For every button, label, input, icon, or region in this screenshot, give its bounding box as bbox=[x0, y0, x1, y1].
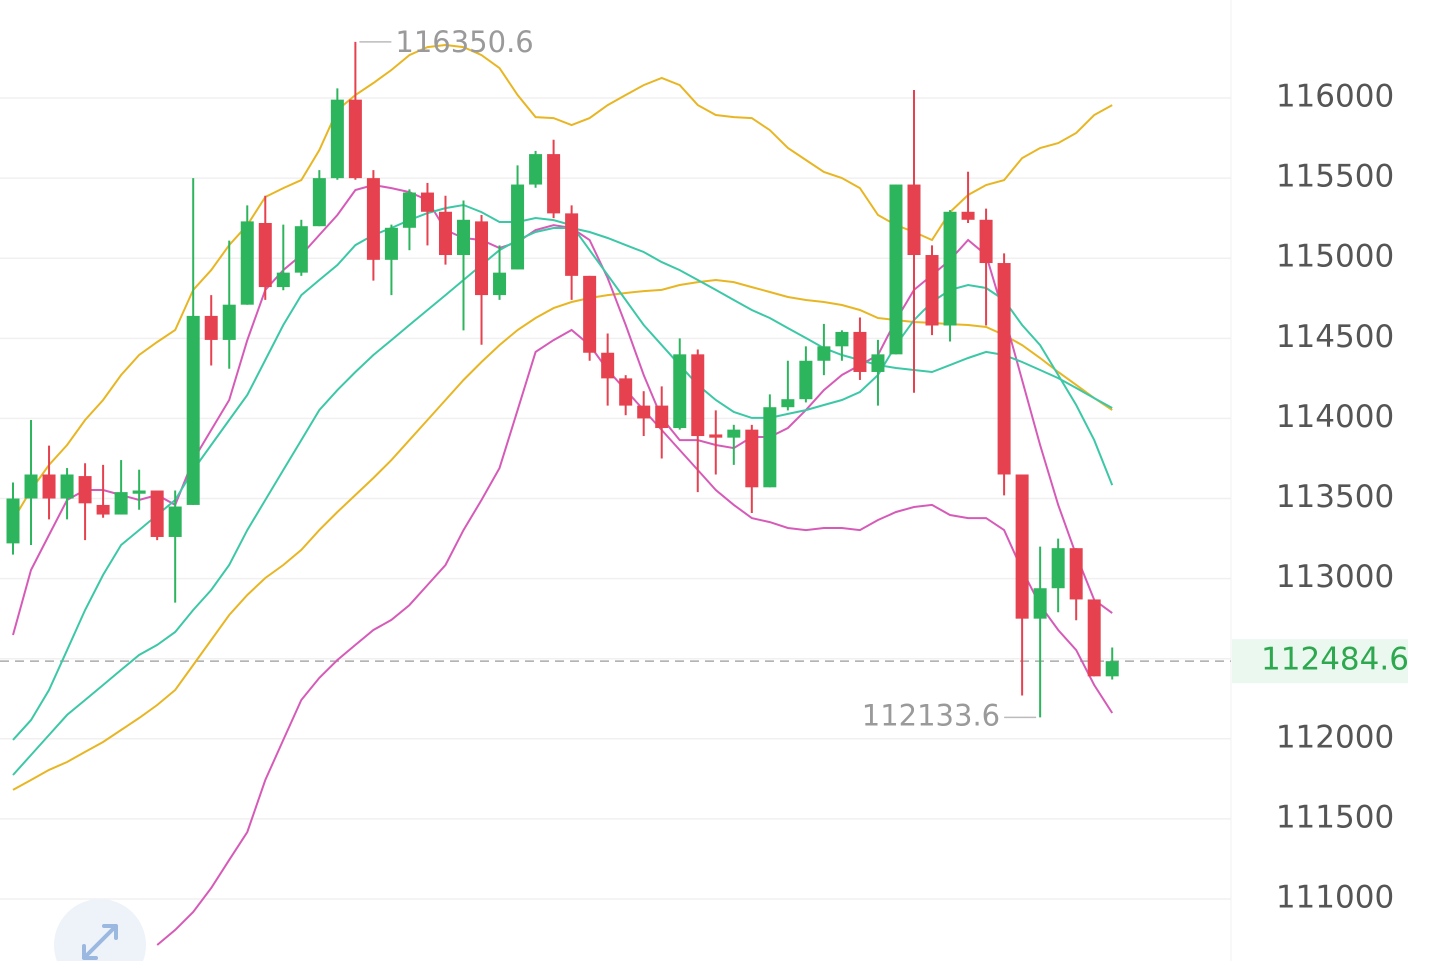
max-label: 116350.6 bbox=[395, 25, 533, 59]
candle-body bbox=[384, 227, 398, 260]
candle-body bbox=[294, 226, 308, 273]
candle-body bbox=[1033, 588, 1047, 619]
overlay-line bbox=[156, 328, 1114, 946]
candle-body bbox=[745, 429, 759, 488]
candle-body bbox=[565, 213, 579, 276]
candle-body bbox=[583, 275, 597, 353]
overlays bbox=[12, 43, 1114, 946]
candle-body bbox=[997, 263, 1011, 475]
y-tick-label: 113000 bbox=[1276, 559, 1394, 595]
candle-body bbox=[186, 315, 200, 505]
candle-body bbox=[691, 354, 705, 437]
candle-body bbox=[366, 178, 380, 260]
candle-body bbox=[330, 99, 344, 179]
candle-body bbox=[601, 352, 615, 379]
candle-body bbox=[42, 474, 56, 499]
candle-body bbox=[493, 272, 507, 296]
candle-body bbox=[114, 492, 128, 515]
candle-body bbox=[619, 378, 633, 406]
candle-body bbox=[402, 192, 416, 228]
y-tick-label: 113500 bbox=[1276, 479, 1394, 515]
candle-body bbox=[24, 474, 38, 499]
candle-body bbox=[1051, 548, 1065, 589]
candle-body bbox=[168, 506, 182, 537]
y-tick-label: 111500 bbox=[1276, 799, 1394, 835]
candle-body bbox=[438, 211, 452, 256]
labels: 1110001115001120001125001130001135001140… bbox=[359, 25, 1409, 916]
candle-body bbox=[204, 315, 218, 340]
y-tick-label: 111000 bbox=[1276, 880, 1394, 916]
candle-body bbox=[727, 429, 741, 438]
overlay-line bbox=[12, 227, 1113, 776]
candle-body bbox=[60, 474, 74, 499]
candle-body bbox=[817, 346, 831, 361]
candle-body bbox=[763, 407, 777, 488]
y-tick-label: 116000 bbox=[1276, 79, 1394, 115]
candle-body bbox=[655, 405, 669, 429]
candle-body bbox=[835, 331, 849, 347]
candle-body bbox=[240, 221, 254, 305]
candle-body bbox=[1015, 474, 1029, 619]
y-tick-label: 115000 bbox=[1276, 239, 1394, 275]
grid bbox=[0, 97, 1231, 900]
candle-body bbox=[258, 222, 272, 288]
expand-button[interactable] bbox=[54, 899, 146, 961]
candle-body bbox=[1087, 599, 1101, 677]
candle-body bbox=[637, 405, 651, 419]
min-label: 112133.6 bbox=[862, 698, 1000, 732]
y-tick-label: 114500 bbox=[1276, 319, 1394, 355]
candle-body bbox=[529, 154, 543, 185]
candle-body bbox=[348, 99, 362, 179]
candle-body bbox=[979, 219, 993, 264]
candle-body bbox=[222, 304, 236, 340]
y-tick-label: 112000 bbox=[1276, 719, 1394, 755]
candle-body bbox=[1069, 548, 1083, 600]
candle-body bbox=[853, 331, 867, 372]
candle-body bbox=[150, 490, 164, 537]
candle-body bbox=[475, 221, 489, 296]
candle-body bbox=[312, 178, 326, 227]
candle-body bbox=[889, 184, 903, 355]
candle-body bbox=[276, 272, 290, 288]
candle-body bbox=[96, 504, 110, 515]
overlay-line bbox=[12, 43, 1113, 521]
candle-body bbox=[457, 219, 470, 256]
candle-body bbox=[943, 211, 957, 326]
candle-body bbox=[547, 154, 561, 214]
candle-body bbox=[132, 490, 146, 494]
y-tick-label: 115500 bbox=[1276, 159, 1394, 195]
candle-body bbox=[1105, 661, 1119, 677]
candle-body bbox=[925, 255, 939, 326]
candle-body bbox=[78, 476, 92, 504]
candle-body bbox=[6, 498, 20, 544]
last-price-tag bbox=[1232, 639, 1408, 684]
candle-body bbox=[781, 399, 795, 408]
candle-body bbox=[799, 360, 813, 400]
candle-body bbox=[961, 211, 975, 220]
last-price-label: 112484.6 bbox=[1261, 642, 1409, 678]
candle-body bbox=[907, 184, 921, 256]
y-tick-label: 114000 bbox=[1276, 399, 1394, 435]
candle-body bbox=[420, 192, 434, 212]
candle-body bbox=[709, 434, 723, 438]
candles bbox=[6, 41, 1119, 718]
candle-body bbox=[511, 184, 525, 270]
candle-body bbox=[871, 354, 885, 372]
candle-body bbox=[673, 354, 687, 429]
